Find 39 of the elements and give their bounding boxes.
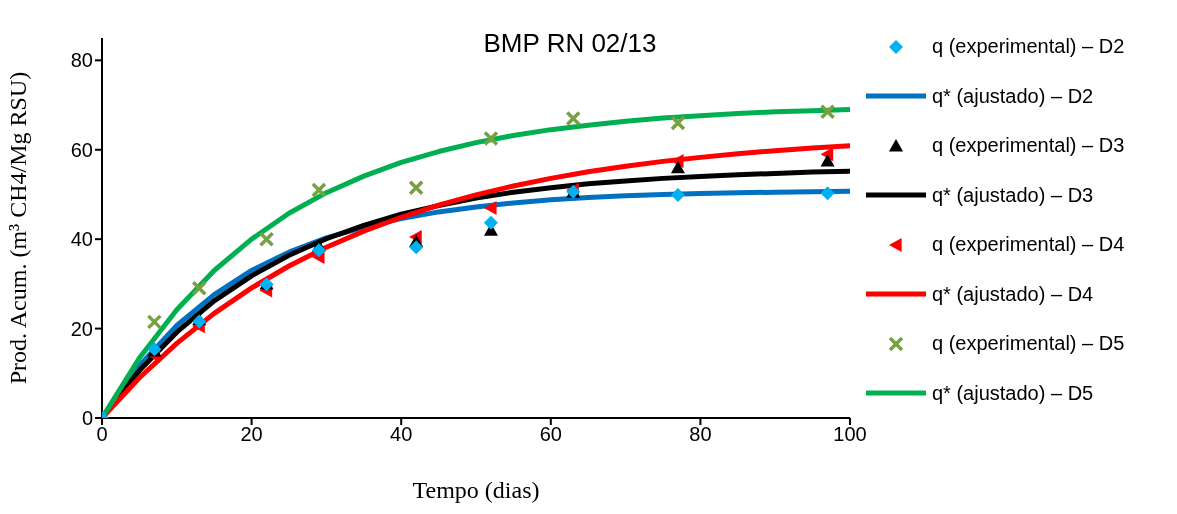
point [820, 186, 835, 201]
point [819, 104, 836, 120]
legend-label: q (experimental) – D4 [932, 233, 1125, 257]
point [483, 215, 498, 230]
y-tick-label: 80 [70, 49, 93, 72]
point [820, 153, 835, 167]
x-tick-label: 80 [689, 423, 712, 446]
legend-label: q (experimental) – D5 [932, 332, 1125, 356]
point [483, 130, 499, 147]
legend-label: q (experimental) – D3 [932, 134, 1125, 158]
legend-label: q* (ajustado) – D4 [932, 282, 1094, 306]
point [483, 200, 497, 215]
point [565, 110, 581, 127]
point [409, 240, 424, 255]
y-tick-label: 20 [70, 317, 93, 340]
y-tick-label: 40 [70, 228, 93, 251]
chart-title: BMP RN 02/13 [483, 28, 657, 58]
legend-label: q* (ajustado) – D2 [932, 84, 1094, 108]
point [191, 280, 207, 297]
legend-label: q (experimental) – D2 [932, 35, 1125, 59]
point [146, 314, 163, 330]
x-tick-label: 100 [833, 423, 867, 446]
point [670, 160, 685, 174]
y-tick-label: 0 [81, 407, 93, 430]
x-tick-label: 60 [539, 423, 562, 446]
legend-label: q* (ajustado) – D5 [932, 381, 1094, 405]
x-tick-label: 0 [96, 423, 108, 446]
x-axis-title: Tempo (dias) [412, 477, 540, 503]
point [408, 180, 424, 196]
x-tick-label: 40 [390, 423, 413, 446]
y-tick-label: 60 [70, 138, 93, 161]
x-tick-label: 20 [240, 423, 263, 446]
point [670, 115, 686, 131]
point [258, 231, 275, 247]
point [311, 243, 326, 258]
point [670, 187, 685, 202]
y-axis-title: Prod. Acum. (m³ CH4/Mg RSU) [4, 71, 31, 385]
point [311, 182, 327, 198]
legend-label: q* (ajustado) – D3 [932, 183, 1094, 207]
